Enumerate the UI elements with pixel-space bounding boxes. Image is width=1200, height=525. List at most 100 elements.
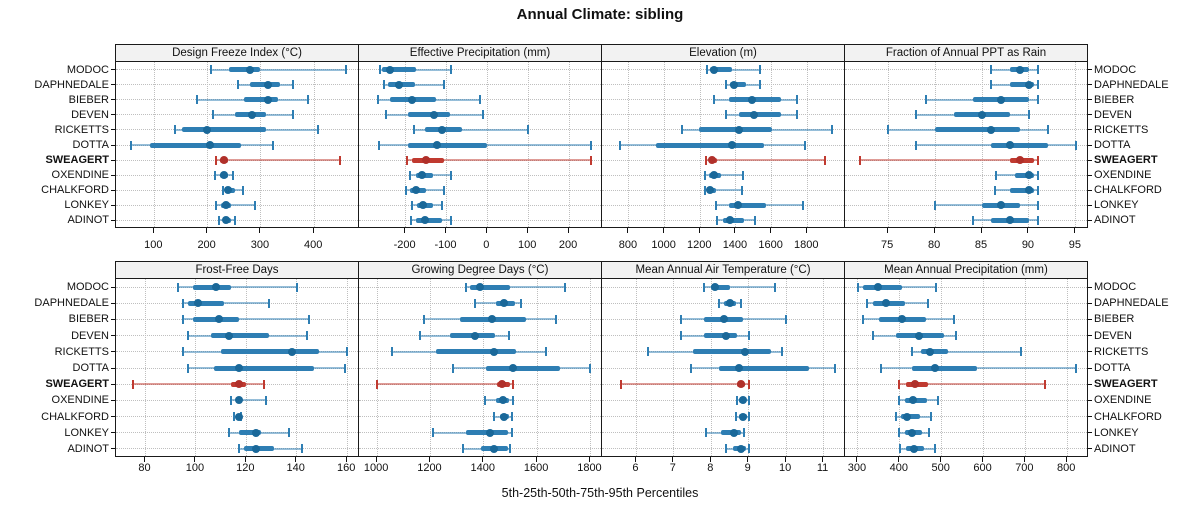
row-tick-mark bbox=[111, 144, 115, 146]
median-dot bbox=[730, 80, 739, 89]
whisker-cap-left bbox=[646, 347, 649, 357]
percentile-whisker bbox=[621, 383, 749, 386]
whisker-cap-left bbox=[736, 395, 739, 405]
whisker-cap-right bbox=[450, 170, 453, 180]
axis-tick-mark bbox=[898, 457, 900, 462]
panel-plot bbox=[358, 279, 602, 457]
horizontal-gridline bbox=[845, 302, 1087, 304]
row-tick-mark bbox=[1088, 302, 1092, 304]
whisker-cap-left bbox=[618, 140, 621, 150]
median-dot bbox=[1015, 156, 1024, 165]
row-tick-mark bbox=[111, 399, 115, 401]
whisker-cap-right bbox=[478, 95, 481, 105]
median-dot bbox=[710, 171, 718, 180]
axis-tick-label: 300 bbox=[847, 462, 867, 474]
whisker-cap-left bbox=[379, 65, 382, 75]
whisker-cap-left bbox=[725, 444, 728, 454]
median-dot bbox=[1024, 80, 1033, 89]
whisker-cap-left bbox=[384, 110, 387, 120]
median-dot bbox=[739, 412, 748, 421]
interquartile-bar bbox=[1010, 82, 1034, 88]
whisker-cap-left bbox=[866, 298, 869, 308]
whisker-cap-left bbox=[856, 282, 859, 292]
median-dot bbox=[749, 110, 758, 119]
median-dot bbox=[996, 95, 1005, 104]
percentile-whisker bbox=[406, 159, 591, 162]
whisker-cap-left bbox=[971, 215, 974, 225]
whisker-cap-right bbox=[268, 298, 270, 308]
median-dot bbox=[205, 141, 214, 149]
interquartile-bar bbox=[436, 349, 517, 355]
station-label-right: BIEBER bbox=[1094, 93, 1135, 106]
whisker-cap-right bbox=[265, 395, 268, 405]
median-dot bbox=[987, 125, 996, 134]
horizontal-gridline bbox=[845, 286, 1087, 288]
whisker-cap-left bbox=[177, 282, 180, 292]
whisker-cap-left bbox=[859, 155, 861, 165]
percentile-whisker bbox=[912, 350, 1022, 353]
percentile-whisker bbox=[860, 159, 1039, 162]
median-dot bbox=[429, 110, 438, 119]
axis-tick-mark bbox=[822, 457, 824, 462]
row-tick-mark bbox=[111, 114, 115, 116]
axis-tick-label: 400 bbox=[303, 239, 323, 251]
station-label-left: RICKETTS bbox=[54, 123, 109, 136]
median-dot bbox=[729, 428, 738, 437]
row-tick-mark bbox=[111, 174, 115, 176]
axis-tick-label: 100 bbox=[518, 239, 537, 251]
row-tick-mark bbox=[111, 286, 115, 288]
interquartile-bar bbox=[912, 365, 978, 371]
row-tick-mark bbox=[1088, 432, 1092, 434]
row-tick-mark bbox=[111, 69, 115, 71]
whisker-cap-right bbox=[288, 428, 291, 438]
whisker-cap-right bbox=[295, 282, 298, 292]
whisker-cap-left bbox=[924, 95, 927, 105]
whisker-cap-left bbox=[934, 200, 937, 210]
interquartile-bar bbox=[728, 202, 766, 208]
interquartile-bar bbox=[181, 127, 267, 133]
station-label-left: LONKEY bbox=[64, 426, 109, 439]
median-dot bbox=[234, 412, 243, 421]
interquartile-bar bbox=[213, 365, 315, 371]
axis-tick-mark bbox=[933, 228, 935, 233]
whisker-cap-right bbox=[442, 80, 445, 90]
horizontal-gridline bbox=[845, 399, 1087, 401]
whisker-cap-left bbox=[237, 80, 239, 90]
axis-tick-mark bbox=[444, 228, 446, 233]
station-label-left: DEVEN bbox=[71, 329, 109, 342]
axis-tick-mark bbox=[886, 228, 888, 233]
median-dot bbox=[908, 428, 917, 437]
interquartile-bar bbox=[703, 333, 738, 339]
row-tick-mark bbox=[1088, 448, 1092, 450]
station-label-left: CHALKFORD bbox=[41, 184, 109, 197]
interquartile-bar bbox=[920, 349, 948, 355]
axis-tick-mark bbox=[206, 228, 208, 233]
median-dot bbox=[499, 299, 508, 308]
percentile-whisker bbox=[231, 399, 267, 402]
median-dot bbox=[222, 216, 231, 225]
whisker-cap-left bbox=[706, 65, 709, 75]
whisker-cap-right bbox=[1037, 200, 1040, 210]
median-dot bbox=[475, 283, 484, 292]
horizontal-gridline bbox=[845, 335, 1087, 337]
whisker-cap-right bbox=[759, 65, 762, 75]
station-label-left: SWEAGERT bbox=[45, 378, 109, 391]
median-dot bbox=[1006, 141, 1015, 149]
median-dot bbox=[234, 396, 243, 405]
panel-plot bbox=[601, 279, 845, 457]
whisker-cap-right bbox=[305, 331, 308, 341]
percentile-whisker bbox=[880, 367, 1076, 369]
axis-tick-label: 6 bbox=[632, 462, 639, 474]
station-label-right: ADINOT bbox=[1094, 442, 1136, 455]
row-tick-mark bbox=[1088, 416, 1092, 418]
panel-plot bbox=[115, 62, 359, 228]
station-label-left: LONKEY bbox=[64, 199, 109, 212]
axis-tick-mark bbox=[1074, 228, 1076, 233]
station-label-right: DEVEN bbox=[1094, 108, 1132, 121]
median-dot bbox=[509, 364, 518, 372]
horizontal-gridline bbox=[359, 204, 601, 206]
horizontal-gridline bbox=[845, 448, 1087, 450]
panel-strip: Mean Annual Air Temperature (°C) bbox=[601, 261, 845, 279]
station-label-right: OXENDINE bbox=[1094, 394, 1152, 407]
whisker-cap-left bbox=[725, 80, 728, 90]
